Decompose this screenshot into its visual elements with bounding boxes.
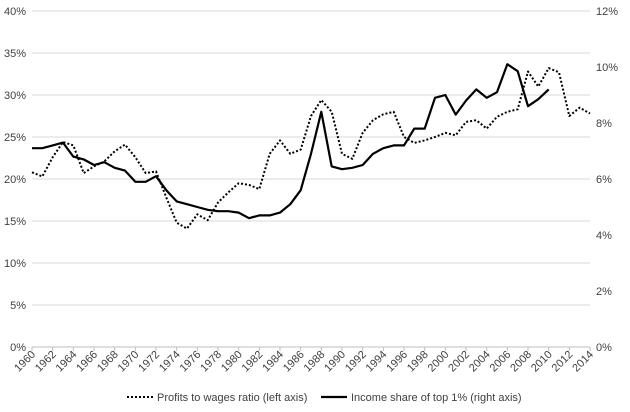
- x-tick-label: 1972: [136, 349, 162, 375]
- x-tick-label: 1988: [302, 349, 328, 375]
- x-tick-label: 2006: [488, 349, 514, 375]
- x-tick-label: 1962: [33, 349, 59, 375]
- legend-label-profits: Profits to wages ratio (left axis): [157, 392, 307, 404]
- x-tick-label: 1986: [281, 349, 307, 375]
- right-tick-label: 12%: [596, 6, 618, 18]
- series-line-profits-to-wages: [31, 67, 591, 230]
- right-axis-ticks: 0% 2% 4% 6% 8% 10% 12%: [596, 6, 618, 354]
- legend: Profits to wages ratio (left axis) Incom…: [127, 392, 522, 404]
- gridlines: [32, 10, 590, 348]
- x-tick-label: 2002: [446, 349, 472, 375]
- left-tick-label: 5%: [10, 300, 26, 312]
- right-tick-label: 6%: [596, 174, 612, 186]
- x-tick-label: 1982: [240, 349, 266, 375]
- left-tick-label: 20%: [4, 174, 26, 186]
- left-tick-label: 35%: [4, 48, 26, 60]
- x-tick-label: 2014: [570, 349, 596, 375]
- x-axis-ticks: 1960196219641966196819701972197419761978…: [12, 347, 596, 374]
- right-tick-label: 8%: [596, 118, 612, 130]
- left-tick-label: 30%: [4, 90, 26, 102]
- right-tick-label: 4%: [596, 230, 612, 242]
- right-tick-label: 0%: [596, 342, 612, 354]
- x-tick-label: 2008: [508, 349, 534, 375]
- x-tick-label: 2000: [426, 349, 452, 375]
- x-tick-label: 2012: [550, 349, 576, 375]
- x-tick-label: 1968: [95, 349, 121, 375]
- x-tick-label: 1994: [364, 349, 390, 375]
- right-tick-label: 2%: [596, 286, 612, 298]
- left-tick-label: 40%: [4, 6, 26, 18]
- left-axis-ticks: 0% 5% 10% 15% 20% 25% 30% 35% 40%: [4, 6, 26, 354]
- x-tick-label: 1978: [198, 349, 224, 375]
- x-tick-label: 1998: [405, 349, 431, 375]
- left-tick-label: 15%: [4, 216, 26, 228]
- x-tick-label: 1976: [178, 349, 204, 375]
- series-line-income-share: [32, 63, 550, 220]
- legend-label-income-share: Income share of top 1% (right axis): [351, 392, 522, 404]
- x-tick-label: 1970: [116, 349, 142, 375]
- x-tick-label: 1990: [322, 349, 348, 375]
- left-tick-label: 25%: [4, 132, 26, 144]
- x-tick-label: 1980: [219, 349, 245, 375]
- x-tick-label: 2010: [529, 349, 555, 375]
- x-tick-label: 1974: [157, 349, 183, 375]
- x-tick-label: 1992: [343, 349, 369, 375]
- x-tick-label: 1966: [74, 349, 100, 375]
- left-tick-label: 0%: [10, 342, 26, 354]
- series-layer: [31, 63, 591, 230]
- x-tick-label: 1996: [384, 349, 410, 375]
- right-tick-label: 10%: [596, 62, 618, 74]
- x-tick-label: 1964: [54, 349, 80, 375]
- x-tick-label: 2004: [467, 349, 493, 375]
- left-tick-label: 10%: [4, 258, 26, 270]
- x-tick-label: 1984: [260, 349, 286, 375]
